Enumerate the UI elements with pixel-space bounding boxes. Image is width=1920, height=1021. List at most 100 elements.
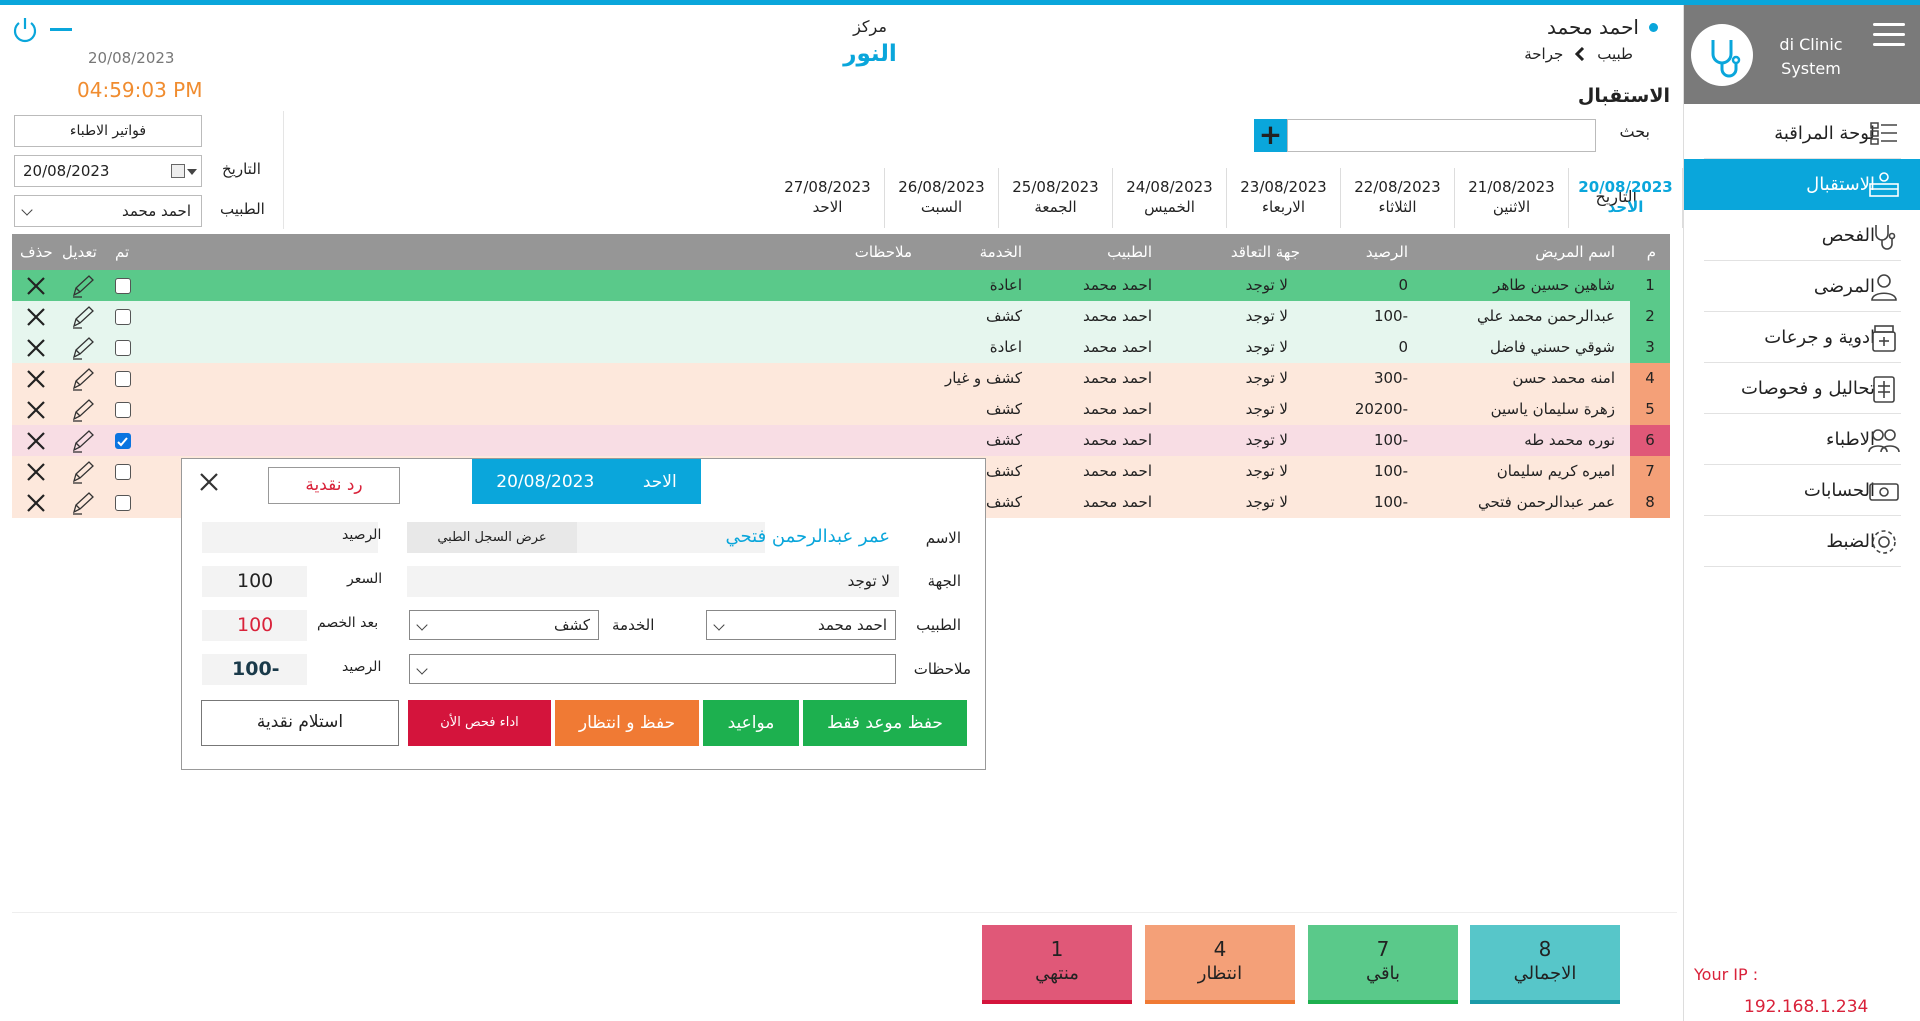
sidebar-item-5[interactable]: ادوية و جرعات bbox=[1684, 312, 1920, 363]
row-number: 4 bbox=[1630, 363, 1670, 394]
footer-divider bbox=[12, 912, 1677, 913]
done-checkbox[interactable] bbox=[115, 278, 131, 294]
done-checkbox[interactable] bbox=[115, 309, 131, 325]
done-checkbox[interactable] bbox=[115, 340, 131, 356]
menu-icon[interactable] bbox=[1873, 23, 1905, 49]
edit-icon[interactable] bbox=[70, 459, 96, 485]
date-tab[interactable]: 24/08/2023 الخميس bbox=[1113, 168, 1227, 228]
search-input[interactable] bbox=[1287, 119, 1596, 152]
done-checkbox[interactable] bbox=[115, 495, 131, 511]
minimize-icon[interactable] bbox=[50, 28, 72, 31]
card-bar bbox=[982, 1000, 1132, 1004]
user-name: احمد محمد bbox=[1547, 15, 1658, 39]
date-tab[interactable]: 27/08/2023 الاحد bbox=[771, 168, 885, 228]
save-appointment-only-button[interactable]: حفظ موعد فقط bbox=[803, 700, 967, 746]
edit-icon[interactable] bbox=[70, 366, 96, 392]
sidebar-item-7[interactable]: الاطباء bbox=[1684, 414, 1920, 465]
close-icon[interactable] bbox=[198, 471, 220, 493]
row-patient-name: عبدالرحمن محمد علي bbox=[1477, 307, 1615, 325]
card-count: 4 bbox=[1213, 937, 1227, 961]
edit-icon[interactable] bbox=[70, 273, 96, 299]
done-checkbox[interactable] bbox=[115, 464, 131, 480]
user-name-text: احمد محمد bbox=[1546, 15, 1639, 39]
delete-icon[interactable] bbox=[25, 461, 47, 483]
table-row[interactable]: 6 نوره محمد طه 100- لا توجد احمد محمد كشف bbox=[12, 425, 1670, 456]
row-patient-name: شوقي حسني فاضل bbox=[1489, 338, 1615, 356]
date-tab[interactable]: 23/08/2023 الاربعاء bbox=[1227, 168, 1341, 228]
row-patient-name: شاهين حسين طاهر bbox=[1493, 276, 1615, 294]
delete-icon[interactable] bbox=[25, 306, 47, 328]
edit-icon[interactable] bbox=[70, 335, 96, 361]
sidebar-item-4[interactable]: المرضى bbox=[1684, 261, 1920, 312]
receive-cash-button[interactable]: استلام نقدية bbox=[201, 700, 399, 746]
sidebar-item-9[interactable]: الضبط bbox=[1684, 516, 1920, 567]
row-contract: لا توجد bbox=[1245, 462, 1288, 480]
appointments-button[interactable]: مواعيد bbox=[703, 700, 799, 746]
date-tab[interactable]: 21/08/2023 الاثنين bbox=[1455, 168, 1569, 228]
service-select[interactable]: كشف bbox=[409, 610, 599, 640]
row-patient-name: امنه محمد حسن bbox=[1512, 369, 1615, 387]
total-card[interactable]: 8 الاجمالي bbox=[1470, 925, 1620, 1004]
date-tab[interactable]: 22/08/2023 الثلاثاء bbox=[1341, 168, 1455, 228]
row-number: 7 bbox=[1630, 456, 1670, 487]
ended-card[interactable]: 1 منتهي bbox=[982, 925, 1132, 1004]
exam-now-button[interactable]: اداء فحص الأن bbox=[408, 700, 551, 746]
date-tab[interactable]: 25/08/2023 الجمعة bbox=[999, 168, 1113, 228]
row-contract: لا توجد bbox=[1245, 338, 1288, 356]
save-and-wait-button[interactable]: حفظ و انتظار bbox=[555, 700, 699, 746]
refund-button[interactable]: رد نقدية bbox=[268, 467, 400, 504]
doctor-invoices-button[interactable]: فواتير الاطباء bbox=[14, 115, 202, 147]
done-checkbox[interactable] bbox=[115, 371, 131, 387]
dialog-date-header: 20/08/2023 الاحد bbox=[472, 459, 701, 504]
sidebar-item-2[interactable]: الاستقبال bbox=[1684, 159, 1920, 210]
table-row[interactable]: 5 زهرة سليمان ياسين 20200- لا توجد احمد محمد… bbox=[12, 394, 1670, 425]
delete-icon[interactable] bbox=[25, 399, 47, 421]
delete-icon[interactable] bbox=[25, 275, 47, 297]
doctor-select[interactable]: احمد محمد bbox=[14, 195, 202, 227]
edit-icon[interactable] bbox=[70, 428, 96, 454]
date-tab[interactable]: 26/08/2023 السبت bbox=[885, 168, 999, 228]
sidebar-item-3[interactable]: الفحص bbox=[1684, 210, 1920, 261]
notes-input[interactable] bbox=[409, 654, 896, 684]
add-patient-button[interactable]: + bbox=[1254, 119, 1287, 152]
delete-icon[interactable] bbox=[25, 337, 47, 359]
delete-icon[interactable] bbox=[25, 368, 47, 390]
date-picker[interactable]: 20/08/2023 bbox=[14, 155, 202, 187]
delete-icon[interactable] bbox=[25, 492, 47, 514]
edit-icon[interactable] bbox=[70, 397, 96, 423]
doctor-label: الطبيب bbox=[220, 200, 265, 218]
row-service: كشف bbox=[985, 307, 1022, 325]
dialog-doctor-select[interactable]: احمد محمد bbox=[706, 610, 896, 640]
row-balance: 20200- bbox=[1354, 400, 1408, 418]
card-label: انتظار bbox=[1197, 963, 1243, 984]
done-checkbox[interactable] bbox=[115, 402, 131, 418]
sidebar-item-8[interactable]: الحسابات bbox=[1684, 465, 1920, 516]
date-tab[interactable]: 20/08/2023 الاحد bbox=[1569, 168, 1683, 228]
sidebar-item-label: تحاليل و فحوصات bbox=[1740, 378, 1875, 399]
edit-icon[interactable] bbox=[70, 490, 96, 516]
table-row[interactable]: 1 شاهين حسين طاهر 0 لا توجد احمد محمد اعادة bbox=[12, 270, 1670, 301]
medical-record-button[interactable]: عرض السجل الطبي bbox=[407, 522, 577, 553]
table-header: م اسم المريض الرصيد جهة التعاقد الطبيب ا… bbox=[12, 234, 1670, 270]
table-row[interactable]: 2 عبدالرحمن محمد علي 100- لا توجد احمد محمد ك… bbox=[12, 301, 1670, 332]
waiting-card[interactable]: 4 انتظار bbox=[1145, 925, 1295, 1004]
remaining-card[interactable]: 7 باقي bbox=[1308, 925, 1458, 1004]
edit-icon[interactable] bbox=[70, 304, 96, 330]
table-row[interactable]: 3 شوقي حسني فاضل 0 لا توجد احمد محمد اعادة bbox=[12, 332, 1670, 363]
online-dot-icon bbox=[1649, 22, 1658, 32]
done-checkbox[interactable] bbox=[115, 433, 131, 449]
date-tab-date: 25/08/2023 bbox=[1012, 178, 1099, 196]
calendar-icon bbox=[171, 164, 185, 178]
reception-icon bbox=[1869, 172, 1899, 197]
date-picker-value: 20/08/2023 bbox=[23, 162, 110, 180]
delete-icon[interactable] bbox=[25, 430, 47, 452]
sidebar-item-6[interactable]: تحاليل و فحوصات bbox=[1684, 363, 1920, 414]
power-icon[interactable] bbox=[10, 15, 40, 45]
row-number: 2 bbox=[1630, 301, 1670, 332]
row-number: 6 bbox=[1630, 425, 1670, 456]
sidebar-item-1[interactable]: لوحة المراقبة bbox=[1684, 108, 1920, 159]
table-row[interactable]: 4 امنه محمد حسن 300- لا توجد احمد محمد كشف و … bbox=[12, 363, 1670, 394]
row-number: 1 bbox=[1630, 270, 1670, 301]
row-doctor: احمد محمد bbox=[1082, 338, 1152, 356]
current-date: 20/08/2023 bbox=[88, 49, 175, 67]
